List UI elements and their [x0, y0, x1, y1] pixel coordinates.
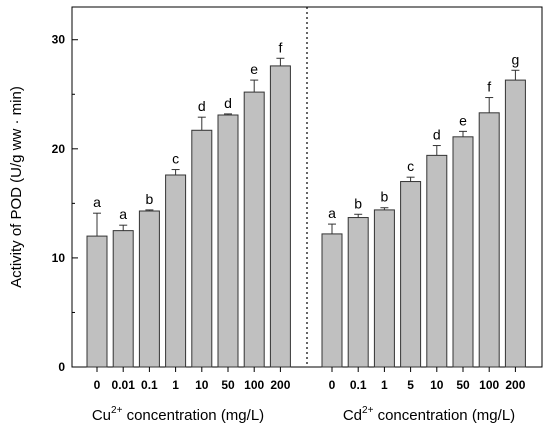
bar	[478, 112, 500, 368]
significance-label: d	[198, 98, 206, 114]
x-tick-label: 200	[505, 378, 525, 392]
bar	[217, 114, 239, 368]
x-axis: 0 0.01 0.1 1 10 50 100 200 0 0.1 1 5 10 50 100 200	[94, 367, 526, 392]
bars-group: a a b c d d e f a b b c d e f g	[86, 39, 526, 368]
significance-label: b	[381, 189, 389, 205]
y-tick-label: 20	[52, 142, 66, 156]
bar	[400, 181, 422, 368]
x-tick-label: 10	[430, 378, 444, 392]
significance-label: b	[354, 195, 362, 211]
y-axis-title: Activity of POD (U/g ww · min)	[8, 86, 25, 288]
significance-label: d	[224, 95, 232, 111]
bar	[165, 174, 187, 368]
bar	[243, 91, 265, 368]
y-tick-label: 10	[52, 251, 66, 265]
x-axis-title-cu: Cu2+ concentration (mg/L)	[92, 405, 264, 424]
significance-label: e	[459, 112, 467, 128]
significance-label: c	[172, 151, 179, 167]
significance-label: f	[278, 39, 282, 55]
x-tick-label: 0	[329, 378, 336, 392]
x-tick-label: 50	[221, 378, 235, 392]
bar	[112, 230, 134, 368]
bar	[191, 129, 213, 368]
significance-label: e	[250, 61, 258, 77]
x-tick-label: 50	[456, 378, 470, 392]
bar	[138, 210, 160, 368]
x-tick-label: 200	[270, 378, 290, 392]
x-tick-label: 100	[479, 378, 499, 392]
x-tick-label: 0	[94, 378, 101, 392]
y-tick-label: 0	[58, 360, 65, 374]
significance-label: a	[93, 194, 101, 210]
significance-label: b	[146, 191, 154, 207]
bar	[86, 235, 108, 368]
bar	[269, 65, 291, 368]
bar	[347, 217, 369, 368]
significance-label: a	[119, 206, 127, 222]
x-tick-label: 1	[172, 378, 179, 392]
x-tick-label: 0.1	[350, 378, 367, 392]
y-axis: 0 10 20 30	[52, 33, 78, 374]
x-tick-label: 0.01	[112, 378, 136, 392]
x-tick-label: 10	[195, 378, 209, 392]
x-tick-label: 5	[407, 378, 414, 392]
significance-label: d	[433, 127, 441, 143]
significance-label: a	[328, 205, 336, 221]
significance-label: g	[512, 51, 520, 67]
bar	[321, 233, 343, 368]
x-tick-label: 1	[381, 378, 388, 392]
bar	[426, 154, 448, 368]
bar	[452, 136, 474, 368]
significance-label: c	[407, 158, 414, 174]
bar	[504, 79, 526, 368]
y-tick-label: 30	[52, 33, 66, 47]
x-axis-title-cd: Cd2+ concentration (mg/L)	[343, 405, 515, 424]
bar	[373, 209, 395, 368]
x-tick-label: 100	[244, 378, 264, 392]
x-tick-label: 0.1	[141, 378, 158, 392]
significance-label: f	[487, 79, 491, 95]
